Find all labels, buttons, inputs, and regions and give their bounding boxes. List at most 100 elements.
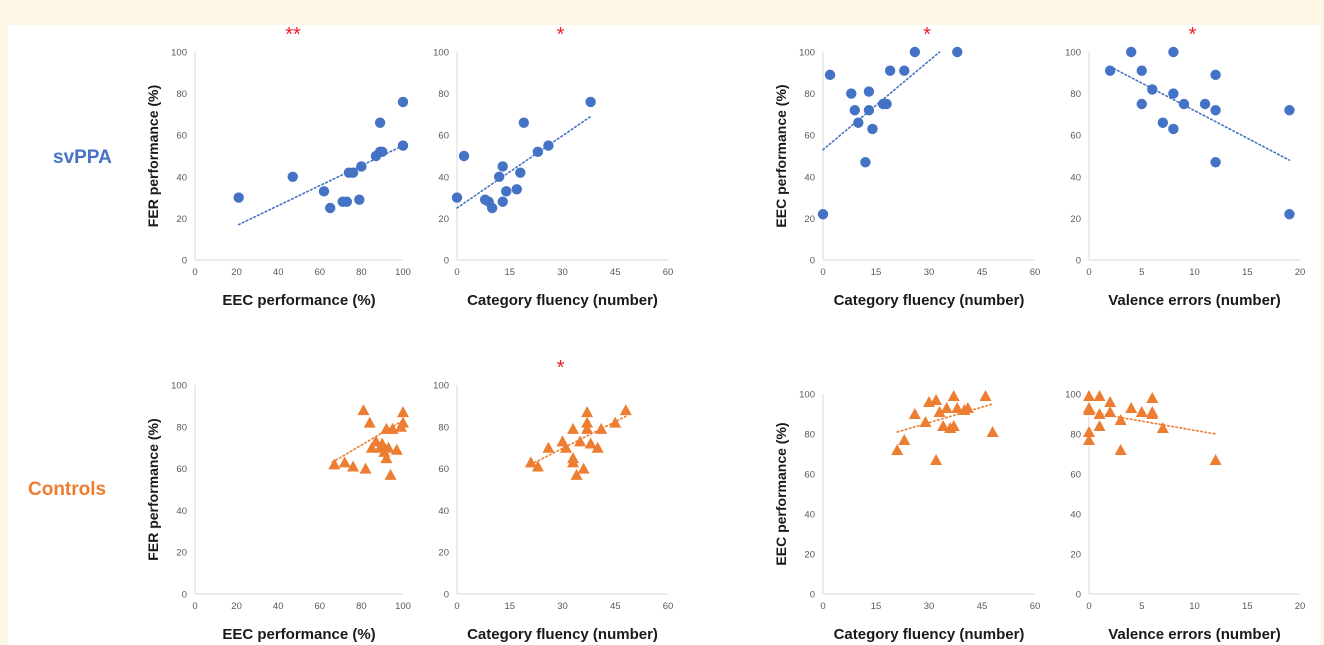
data-point — [930, 454, 943, 465]
x-axis-label: Category fluency (number) — [467, 292, 658, 309]
significance-marker: * — [923, 25, 931, 46]
x-tick-label: 45 — [610, 267, 621, 278]
chart-svppa-fer-vs-eec: 0 20 40 60 80 100 0 20 40 60 80 100 EEC performance … — [145, 25, 411, 309]
y-tick-label: 100 — [1065, 48, 1081, 59]
data-point — [952, 46, 963, 58]
data-point — [1083, 426, 1095, 437]
data-point — [863, 105, 875, 116]
data-point — [518, 117, 530, 128]
y-axis-label: EEC performance (%) — [773, 84, 789, 227]
y-tick-label: 20 — [804, 550, 815, 561]
data-point — [376, 437, 389, 449]
x-axis-label: EEC performance (%) — [222, 292, 375, 309]
data-point — [1083, 390, 1095, 401]
data-point — [584, 437, 597, 449]
data-point — [338, 456, 351, 468]
data-point — [1126, 46, 1137, 58]
data-point — [356, 161, 367, 172]
data-point — [567, 456, 580, 468]
x-tick-label: 15 — [504, 601, 515, 612]
row-label-controls: Controls — [28, 479, 106, 500]
data-point — [486, 202, 498, 214]
data-point — [287, 171, 298, 182]
chart-svppa-eec-vs-valence: 0 5 10 15 20 0 20 40 60 80 100 Valence errors (numb… — [1065, 25, 1305, 309]
x-tick-label: 60 — [1030, 267, 1041, 278]
y-tick-label: 0 — [810, 256, 815, 267]
data-point — [542, 441, 555, 453]
y-tick-label: 20 — [1070, 214, 1081, 225]
data-point — [881, 98, 892, 110]
data-point — [940, 402, 953, 413]
data-point — [1114, 444, 1127, 455]
x-tick-label: 0 — [454, 267, 459, 278]
x-tick-label: 30 — [924, 601, 935, 612]
y-tick-label: 40 — [438, 506, 449, 517]
x-tick-label: 5 — [1139, 601, 1144, 612]
x-tick-label: 60 — [315, 267, 326, 278]
x-tick-label: 0 — [820, 267, 825, 278]
data-point — [390, 443, 403, 455]
y-tick-label: 80 — [1070, 430, 1081, 441]
data-point — [884, 65, 896, 76]
y-tick-label: 60 — [176, 464, 187, 475]
y-tick-label: 20 — [1070, 550, 1081, 561]
y-tick-label: 60 — [804, 470, 815, 481]
x-tick-label: 0 — [1086, 267, 1091, 278]
y-tick-label: 0 — [444, 590, 449, 601]
data-point — [1135, 406, 1148, 417]
data-point — [497, 161, 508, 172]
x-tick-label: 60 — [1030, 601, 1041, 612]
y-tick-label: 80 — [804, 89, 815, 100]
data-point — [947, 390, 960, 401]
y-axis-label: FER performance (%) — [145, 85, 161, 227]
data-point — [581, 422, 594, 434]
chart-controls-eec-vs-valence: 0 5 10 15 20 0 20 40 60 80 100 Valence errors (numb… — [1065, 390, 1305, 644]
data-point — [919, 416, 932, 427]
data-point — [951, 402, 964, 413]
y-tick-label: 60 — [804, 131, 815, 142]
data-point — [909, 46, 921, 58]
data-point — [1125, 402, 1138, 413]
x-axis-label: Category fluency (number) — [834, 626, 1025, 643]
x-tick-label: 45 — [977, 267, 988, 278]
x-tick-label: 15 — [871, 267, 882, 278]
data-point — [1209, 454, 1222, 465]
y-tick-label: 20 — [804, 214, 815, 225]
x-tick-label: 0 — [1086, 601, 1091, 612]
y-tick-label: 20 — [176, 214, 187, 225]
x-tick-label: 60 — [663, 267, 674, 278]
data-point — [532, 146, 544, 158]
y-tick-label: 60 — [438, 131, 449, 142]
y-tick-label: 80 — [438, 89, 449, 100]
data-point — [595, 422, 608, 434]
x-tick-label: 0 — [454, 601, 459, 612]
data-point — [619, 404, 632, 416]
chart-controls-fer-vs-fluency: 0 15 30 45 60 0 20 40 60 80 100 Category fluency (n… — [433, 357, 673, 643]
y-tick-label: 40 — [804, 510, 815, 521]
data-point — [891, 444, 904, 455]
data-point — [1104, 406, 1117, 417]
y-tick-label: 100 — [433, 48, 449, 59]
y-tick-label: 80 — [1070, 89, 1081, 100]
x-tick-label: 10 — [1189, 267, 1200, 278]
y-tick-label: 100 — [799, 48, 815, 59]
data-point — [1136, 98, 1147, 110]
data-point — [1210, 105, 1221, 116]
row-label-svppa: svPPA — [53, 147, 112, 168]
data-point — [1147, 84, 1158, 95]
data-point — [846, 88, 857, 99]
data-point — [501, 186, 512, 197]
data-point — [1083, 434, 1095, 445]
y-tick-label: 40 — [1070, 172, 1081, 183]
x-tick-label: 15 — [1242, 267, 1253, 278]
data-point — [1284, 105, 1295, 116]
y-tick-label: 40 — [176, 506, 187, 517]
data-point — [1168, 46, 1179, 58]
data-point — [585, 96, 596, 108]
data-point — [328, 458, 341, 470]
x-tick-label: 60 — [315, 601, 326, 612]
x-tick-label: 20 — [1295, 267, 1306, 278]
data-point — [1104, 396, 1117, 407]
data-point — [359, 462, 372, 474]
x-tick-label: 30 — [557, 267, 568, 278]
